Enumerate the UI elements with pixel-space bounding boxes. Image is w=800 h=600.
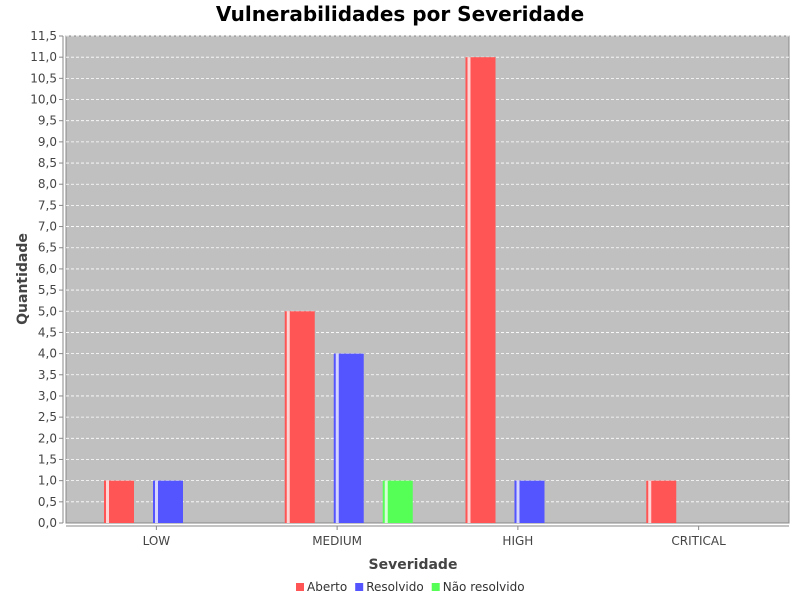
bar — [153, 480, 183, 523]
x-axis: LOW MEDIUM HIGH CRITICAL — [66, 525, 789, 548]
y-tick-label: 2,5 — [38, 410, 57, 424]
x-tick-label: LOW — [143, 534, 171, 548]
bar-highlight — [516, 480, 520, 523]
x-tick-label: MEDIUM — [312, 534, 362, 548]
y-tick-label: 9,0 — [38, 135, 57, 149]
y-tick-labels: 0,0 0,5 1,0 1,5 2,0 2,5 3,0 3,5 4,0 4,5 5,0 5,5 6,0 6… — [30, 29, 63, 530]
bar-highlight — [648, 480, 652, 523]
bar — [333, 353, 364, 523]
bar-highlight — [286, 311, 290, 523]
legend-item: Resolvido — [355, 580, 424, 594]
legend-label: Resolvido — [366, 580, 424, 594]
y-axis-label: Quantidade — [15, 233, 31, 325]
bar — [514, 480, 545, 523]
legend-item: Não resolvido — [431, 580, 525, 594]
y-tick-label: 10,5 — [30, 71, 57, 85]
x-tick-label: CRITICAL — [671, 534, 726, 548]
y-tick-label: 7,5 — [38, 198, 57, 212]
legend-label: Não resolvido — [443, 580, 525, 594]
y-tick-label: 1,0 — [38, 474, 57, 488]
y-tick-label: 11,0 — [30, 50, 57, 64]
y-tick-label: 0,0 — [38, 516, 57, 530]
y-tick-label: 7,0 — [38, 220, 57, 234]
y-tick-label: 2,0 — [38, 431, 57, 445]
y-tick-label: 6,0 — [38, 262, 57, 276]
y-axis: 0,0 0,5 1,0 1,5 2,0 2,5 3,0 3,5 4,0 4,5 5,0 5,5 6,0 6… — [30, 29, 64, 530]
bar — [284, 311, 315, 523]
y-tick-label: 8,5 — [38, 156, 57, 170]
legend-swatch — [355, 583, 364, 591]
bar-highlight — [106, 480, 109, 523]
legend-swatch — [431, 583, 440, 591]
x-tick-labels: LOW MEDIUM HIGH CRITICAL — [143, 526, 726, 548]
plot-area — [65, 35, 790, 524]
bar-highlight — [335, 353, 339, 523]
y-tick-label: 3,5 — [38, 368, 57, 382]
bars — [104, 57, 677, 523]
y-tick-label: 10,0 — [30, 93, 57, 107]
y-tick-label: 4,0 — [38, 347, 57, 361]
bar-highlight — [155, 480, 158, 523]
y-tick-label: 8,0 — [38, 177, 57, 191]
chart-title: Vulnerabilidades por Severidade — [216, 2, 584, 26]
bar — [646, 480, 677, 523]
y-tick-label: 5,0 — [38, 304, 57, 318]
y-tick-label: 0,5 — [38, 495, 57, 509]
legend-label: Aberto — [307, 580, 347, 594]
bar — [465, 57, 496, 523]
x-tick-label: HIGH — [502, 534, 533, 548]
y-tick-label: 9,5 — [38, 114, 57, 128]
y-tick-label: 11,5 — [30, 29, 57, 43]
plot-background — [65, 35, 790, 524]
bar — [382, 480, 413, 523]
y-tick-label: 1,5 — [38, 452, 57, 466]
bar-highlight — [467, 57, 471, 523]
grid-lines — [66, 35, 789, 503]
y-tick-label: 3,0 — [38, 389, 57, 403]
y-tick-label: 6,5 — [38, 241, 57, 255]
y-tick-label: 4,5 — [38, 325, 57, 339]
y-tick-label: 5,5 — [38, 283, 57, 297]
bar-highlight — [384, 480, 388, 523]
legend-item: Aberto — [296, 580, 347, 594]
bar — [104, 480, 134, 523]
legend: Aberto Resolvido Não resolvido — [296, 580, 525, 594]
x-axis-label: Severidade — [369, 557, 458, 573]
legend-swatch — [296, 583, 304, 591]
